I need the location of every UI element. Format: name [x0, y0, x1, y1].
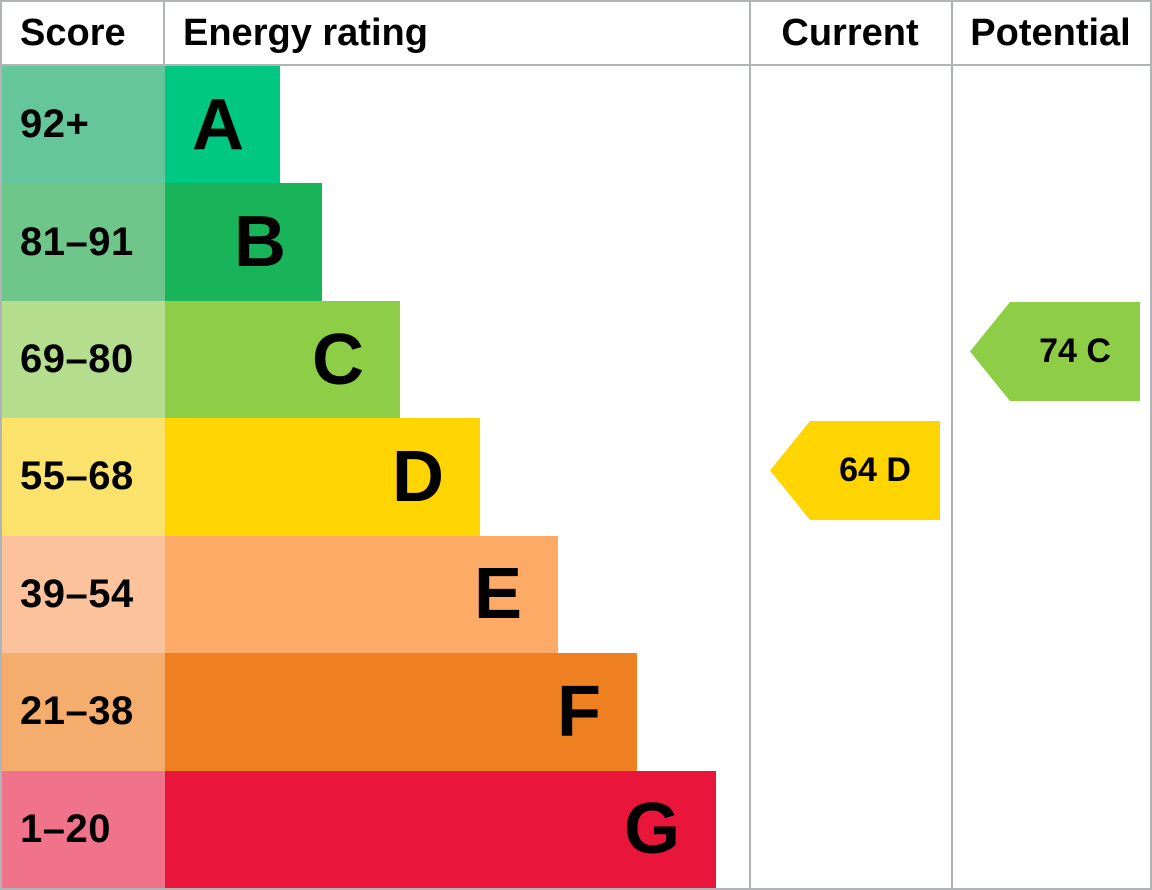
score-range-label: 92+: [2, 66, 165, 184]
band-row-a: 92+ A: [2, 66, 749, 184]
band-row-f: 21–38 F: [2, 653, 749, 771]
score-column-divider: [163, 2, 165, 64]
band-bar-f: F: [165, 653, 637, 771]
band-row-g: 1–20 G: [2, 770, 749, 888]
potential-rating-arrow: 74 C: [970, 302, 1140, 401]
band-bar-c: C: [165, 300, 400, 419]
score-range-label: 39–54: [2, 535, 165, 654]
band-bar-g: G: [165, 770, 716, 888]
score-range-label: 1–20: [2, 770, 165, 888]
score-range-label: 55–68: [2, 418, 165, 536]
potential-column-divider: [951, 2, 953, 888]
band-letter: B: [234, 202, 286, 283]
band-letter: F: [557, 671, 601, 752]
band-letter: A: [192, 84, 244, 165]
band-row-d: 55–68 D: [2, 418, 749, 536]
band-letter: C: [312, 319, 364, 400]
column-header-energy-rating: Energy rating: [183, 12, 428, 54]
current-column-divider: [749, 2, 751, 888]
band-rows: 92+ A 81–91 B 69–80 C 55–68 D 39–54 E 21…: [2, 66, 749, 888]
band-row-c: 69–80 C: [2, 300, 749, 419]
column-header-current: Current: [781, 12, 919, 54]
band-bar-a: A: [165, 66, 280, 184]
column-header-score: Score: [20, 12, 126, 54]
current-rating-arrow: 64 D: [770, 421, 940, 520]
band-row-e: 39–54 E: [2, 535, 749, 654]
band-letter: G: [623, 789, 680, 870]
band-row-b: 81–91 B: [2, 183, 749, 301]
current-rating-label: 64 D: [839, 451, 911, 489]
score-range-label: 21–38: [2, 653, 165, 771]
band-bar-b: B: [165, 183, 322, 301]
score-range-label: 81–91: [2, 183, 165, 301]
header-separator-line: [2, 64, 1150, 66]
band-letter: D: [392, 436, 444, 517]
band-letter: E: [473, 554, 522, 635]
potential-rating-label: 74 C: [1039, 332, 1111, 370]
score-range-label: 69–80: [2, 300, 165, 419]
band-bar-e: E: [165, 535, 558, 654]
column-header-potential: Potential: [970, 12, 1131, 54]
band-bar-d: D: [165, 418, 480, 536]
